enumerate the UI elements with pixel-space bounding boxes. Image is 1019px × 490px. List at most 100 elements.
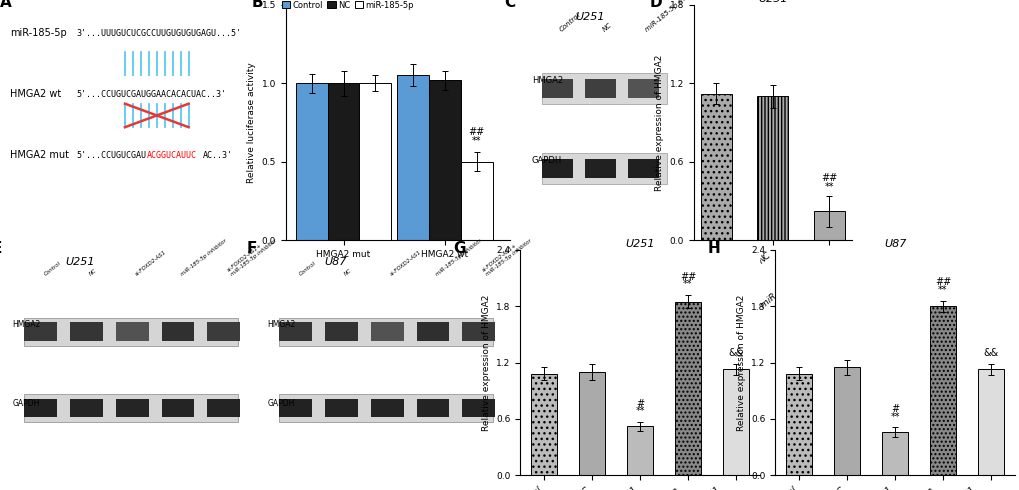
Text: ##: ## bbox=[933, 277, 950, 288]
Text: GAPDH: GAPDH bbox=[267, 399, 294, 408]
Text: U87: U87 bbox=[324, 257, 346, 267]
Bar bbox=[541, 153, 666, 184]
Text: **: ** bbox=[683, 279, 692, 289]
Bar bbox=[325, 322, 358, 341]
Bar bbox=[70, 322, 103, 341]
Bar bbox=[24, 322, 57, 341]
Text: GAPDH: GAPDH bbox=[531, 156, 561, 165]
Text: E: E bbox=[0, 241, 2, 256]
Text: si-FOXD2-AS1+
miR-185-5p inhibitor: si-FOXD2-AS1+ miR-185-5p inhibitor bbox=[481, 234, 532, 277]
Text: H: H bbox=[707, 241, 720, 256]
Text: ##: ## bbox=[468, 126, 484, 137]
Text: #: # bbox=[891, 404, 898, 414]
Bar bbox=[462, 399, 494, 417]
Bar bbox=[813, 211, 844, 240]
Bar bbox=[584, 159, 615, 178]
Bar bbox=[116, 322, 149, 341]
Text: C: C bbox=[504, 0, 516, 10]
Text: D: D bbox=[649, 0, 661, 10]
Bar bbox=[834, 368, 859, 475]
Text: HMGA2: HMGA2 bbox=[531, 75, 562, 85]
Bar bbox=[207, 399, 239, 417]
Text: **: ** bbox=[472, 136, 481, 146]
Y-axis label: Relative luciferase activity: Relative luciferase activity bbox=[247, 62, 256, 183]
Bar bbox=[327, 83, 359, 240]
Text: ##: ## bbox=[820, 172, 837, 183]
Bar bbox=[462, 322, 494, 341]
Bar bbox=[675, 301, 700, 475]
Text: **: ** bbox=[890, 412, 899, 422]
Text: NC: NC bbox=[89, 268, 98, 277]
Text: HMGA2: HMGA2 bbox=[12, 320, 41, 329]
Bar bbox=[371, 322, 404, 341]
Bar bbox=[371, 399, 404, 417]
Text: 3'...UUUGUCUCGCCUUGUGUGUGAGU...5': 3'...UUUGUCUCGCCUUGUGUGUGAGU...5' bbox=[76, 28, 242, 38]
Text: si-FOXD2-AS1: si-FOXD2-AS1 bbox=[135, 249, 167, 277]
Bar bbox=[296, 83, 327, 240]
Text: #: # bbox=[636, 399, 643, 409]
Text: NC: NC bbox=[343, 268, 353, 277]
Text: ##: ## bbox=[679, 272, 695, 282]
Text: GAPDH: GAPDH bbox=[12, 399, 40, 408]
Text: miR-185-5p mimic: miR-185-5p mimic bbox=[644, 0, 698, 33]
Bar bbox=[881, 432, 907, 475]
Bar bbox=[700, 94, 731, 240]
Text: HMGA2 wt: HMGA2 wt bbox=[10, 89, 61, 99]
Text: 5'...CCUGUCGAU: 5'...CCUGUCGAU bbox=[76, 151, 147, 160]
Text: Control: Control bbox=[298, 261, 317, 277]
Bar bbox=[786, 374, 812, 475]
Text: si-FOXD2-AS1: si-FOXD2-AS1 bbox=[389, 249, 422, 277]
Text: Control: Control bbox=[558, 12, 582, 33]
Bar bbox=[24, 318, 237, 346]
Bar bbox=[207, 322, 239, 341]
Text: Control: Control bbox=[43, 261, 62, 277]
Text: G: G bbox=[452, 241, 465, 256]
Bar bbox=[721, 369, 748, 475]
Bar bbox=[541, 73, 666, 104]
Bar bbox=[161, 399, 195, 417]
Bar bbox=[325, 399, 358, 417]
Bar bbox=[396, 75, 429, 240]
Title: U251: U251 bbox=[625, 239, 654, 249]
Text: miR-185-5p inhibitor: miR-185-5p inhibitor bbox=[435, 238, 483, 277]
Bar bbox=[416, 322, 449, 341]
Bar bbox=[541, 79, 573, 98]
Bar bbox=[359, 83, 391, 240]
Y-axis label: Relative expression of HMGA2: Relative expression of HMGA2 bbox=[654, 54, 663, 191]
Text: **: ** bbox=[635, 406, 644, 416]
Bar bbox=[627, 159, 658, 178]
Bar bbox=[116, 399, 149, 417]
Text: si-FOXD2-AS1+
miR-185-5p inhibitor: si-FOXD2-AS1+ miR-185-5p inhibitor bbox=[226, 234, 277, 277]
Bar bbox=[627, 426, 652, 475]
Bar bbox=[279, 318, 492, 346]
Text: 5'...CCUGUCGAUGGAACACACUAC..3': 5'...CCUGUCGAUGGAACACACUAC..3' bbox=[76, 90, 226, 99]
Text: F: F bbox=[247, 241, 257, 256]
Bar bbox=[929, 306, 955, 475]
Text: AC..3': AC..3' bbox=[203, 151, 232, 160]
Text: NC: NC bbox=[601, 22, 612, 33]
Bar bbox=[976, 369, 1003, 475]
Bar bbox=[416, 399, 449, 417]
Text: miR-185-5p: miR-185-5p bbox=[10, 28, 67, 38]
Bar bbox=[70, 399, 103, 417]
Text: &&: && bbox=[982, 348, 998, 358]
Bar bbox=[541, 159, 573, 178]
Bar bbox=[584, 79, 615, 98]
Text: miR-185-5p inhibitor: miR-185-5p inhibitor bbox=[180, 238, 228, 277]
Text: A: A bbox=[0, 0, 12, 10]
Text: B: B bbox=[252, 0, 263, 10]
Bar bbox=[24, 399, 57, 417]
Bar bbox=[279, 394, 492, 422]
Bar bbox=[279, 399, 312, 417]
Bar bbox=[756, 97, 788, 240]
Bar bbox=[429, 80, 461, 240]
Y-axis label: Relative expression of HMGA2: Relative expression of HMGA2 bbox=[481, 294, 490, 431]
Text: **: ** bbox=[937, 285, 947, 295]
Title: U87: U87 bbox=[883, 239, 905, 249]
Title: U251: U251 bbox=[757, 0, 787, 4]
Bar bbox=[279, 322, 312, 341]
Text: U251: U251 bbox=[575, 12, 604, 22]
Y-axis label: Relative expression of HMGA2: Relative expression of HMGA2 bbox=[736, 294, 745, 431]
Text: HMGA2: HMGA2 bbox=[267, 320, 296, 329]
Legend: Control, NC, miR-185-5p: Control, NC, miR-185-5p bbox=[278, 0, 417, 13]
